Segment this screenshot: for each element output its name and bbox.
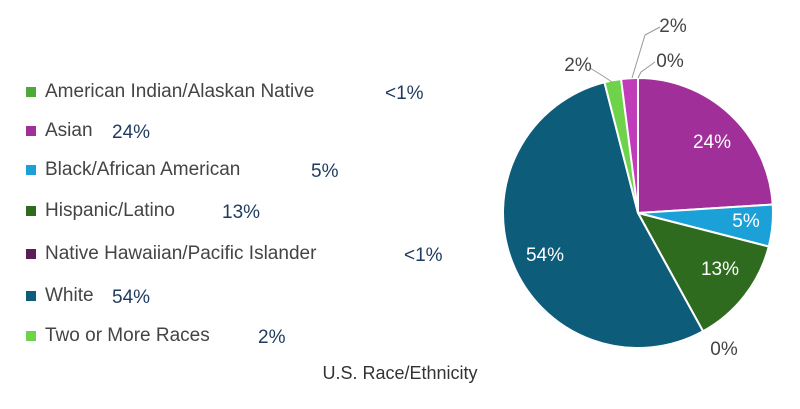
legend-label: American Indian/Alaskan Native [45, 81, 314, 102]
legend-value: 13% [222, 202, 260, 223]
data-label: 0% [656, 51, 684, 72]
legend-swatch [26, 249, 36, 259]
leader-line [631, 26, 661, 79]
data-label: 24% [693, 132, 731, 153]
legend-swatch [26, 165, 36, 175]
legend-swatch [26, 331, 36, 341]
legend-label: Black/African American [45, 159, 240, 180]
chart-title: U.S. Race/Ethnicity [322, 363, 477, 383]
legend-label: Hispanic/Latino [45, 200, 175, 221]
legend-label: Asian [45, 120, 93, 141]
leader-line [637, 61, 656, 79]
data-label: 2% [564, 55, 592, 76]
data-label: 13% [701, 259, 739, 280]
legend-value: 5% [311, 161, 339, 182]
legend-swatch [26, 126, 36, 136]
legend-swatch [26, 87, 36, 97]
data-label: 54% [526, 245, 564, 266]
legend-value: 24% [112, 122, 150, 143]
data-label: 5% [732, 211, 760, 232]
legend-label: White [45, 285, 94, 306]
legend-value: <1% [385, 83, 424, 104]
legend-label: Two or More Races [45, 325, 210, 346]
pie-slice [502, 81, 705, 349]
legend-swatch [26, 206, 36, 216]
legend-swatch [26, 291, 36, 301]
pie-slice [637, 76, 774, 215]
data-label: 2% [659, 16, 687, 37]
legend-value: 2% [258, 327, 286, 348]
legend-value: 54% [112, 287, 150, 308]
data-label: 0% [710, 339, 738, 360]
legend-value: <1% [404, 245, 443, 266]
legend-label: Native Hawaiian/Pacific Islander [45, 243, 317, 264]
leader-line [589, 67, 613, 83]
pie-slice [636, 211, 770, 333]
